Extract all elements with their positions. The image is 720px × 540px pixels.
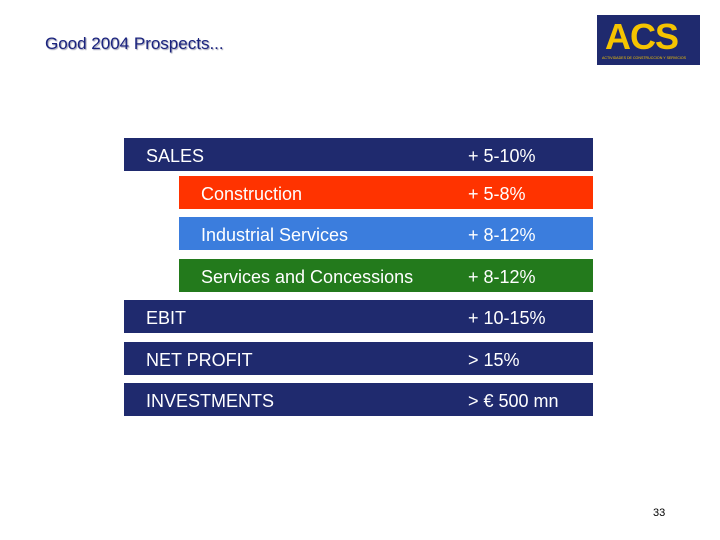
logo: ACS ACTIVIDADES DE CONSTRUCCION Y SERVIC… — [597, 15, 700, 65]
row-label: SALES — [146, 146, 205, 166]
table-row: Construction + 5-8% — [179, 176, 593, 209]
row-label: Industrial Services — [201, 225, 349, 245]
page-number: 33 — [653, 507, 666, 519]
row-label: Construction — [201, 184, 303, 204]
row-label: INVESTMENTS — [146, 391, 275, 411]
row-value: + 8-12% — [468, 267, 536, 287]
logo-tagline: ACTIVIDADES DE CONSTRUCCION Y SERVICIOS — [602, 56, 687, 60]
slide-title: Good 2004 Prospects... — [45, 34, 224, 53]
row-value: + 5-8% — [468, 184, 526, 204]
table-row: SALES + 5-10% — [124, 138, 593, 171]
row-value: + 5-10% — [468, 146, 536, 166]
row-value: > € 500 mn — [468, 391, 559, 411]
row-value: > 15% — [468, 350, 520, 370]
row-label: Services and Concessions — [201, 267, 414, 287]
table-row: NET PROFIT > 15% — [124, 342, 593, 375]
row-value: + 10-15% — [468, 308, 546, 328]
row-label: NET PROFIT — [146, 350, 253, 370]
table-row: INVESTMENTS > € 500 mn — [124, 383, 593, 416]
row-value: + 8-12% — [468, 225, 536, 245]
table-row: Services and Concessions + 8-12% — [179, 259, 593, 292]
row-label: EBIT — [146, 308, 187, 328]
table-row: EBIT + 10-15% — [124, 300, 593, 333]
table-row: Industrial Services + 8-12% — [179, 217, 593, 250]
logo-name: ACS — [605, 16, 679, 57]
